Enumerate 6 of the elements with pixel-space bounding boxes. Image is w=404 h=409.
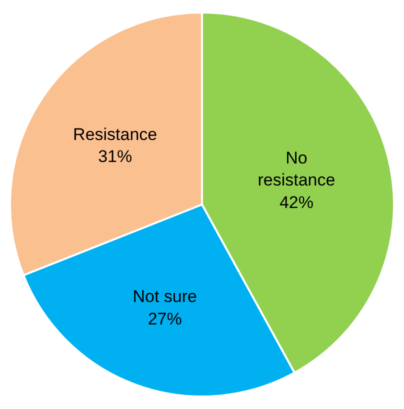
slice-label: Not sure (132, 287, 197, 306)
data-label: 27% (148, 309, 182, 328)
data-label: 31% (98, 146, 132, 166)
data-label: 42% (279, 192, 314, 212)
slice-label: Resistance (73, 124, 158, 144)
slice-label: No resistance (258, 148, 336, 190)
